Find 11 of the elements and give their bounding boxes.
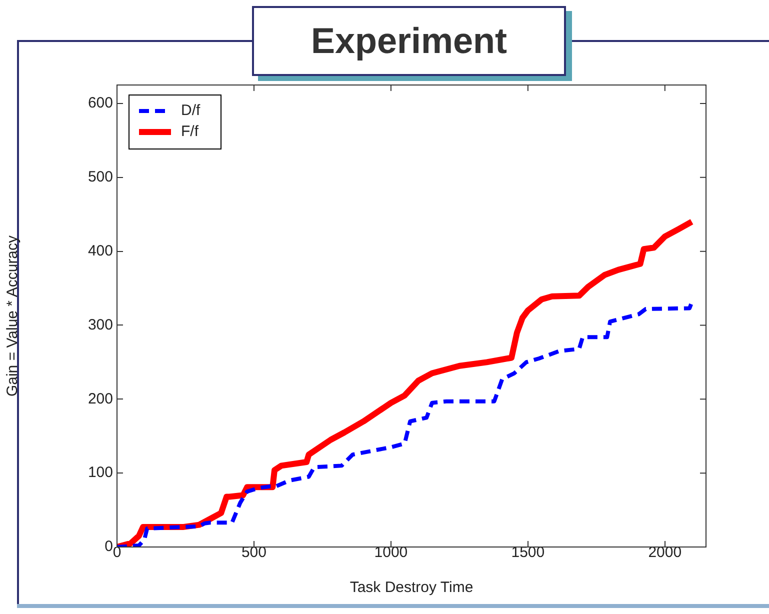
- y-tick-label: 400: [88, 242, 113, 260]
- y-tick-label: 500: [88, 168, 113, 186]
- y-tick-label: 600: [88, 94, 113, 112]
- legend-label: D/f: [181, 102, 201, 120]
- y-tick-label: 200: [88, 390, 113, 408]
- y-tick-label: 100: [88, 464, 113, 482]
- legend-label: F/f: [181, 123, 200, 140]
- y-axis-title: Gain = Value * Accuracy: [4, 234, 22, 397]
- x-axis-title: Task Destroy Time: [350, 579, 474, 596]
- y-tick-label: 300: [88, 316, 113, 334]
- chart-title: Experiment: [252, 6, 566, 76]
